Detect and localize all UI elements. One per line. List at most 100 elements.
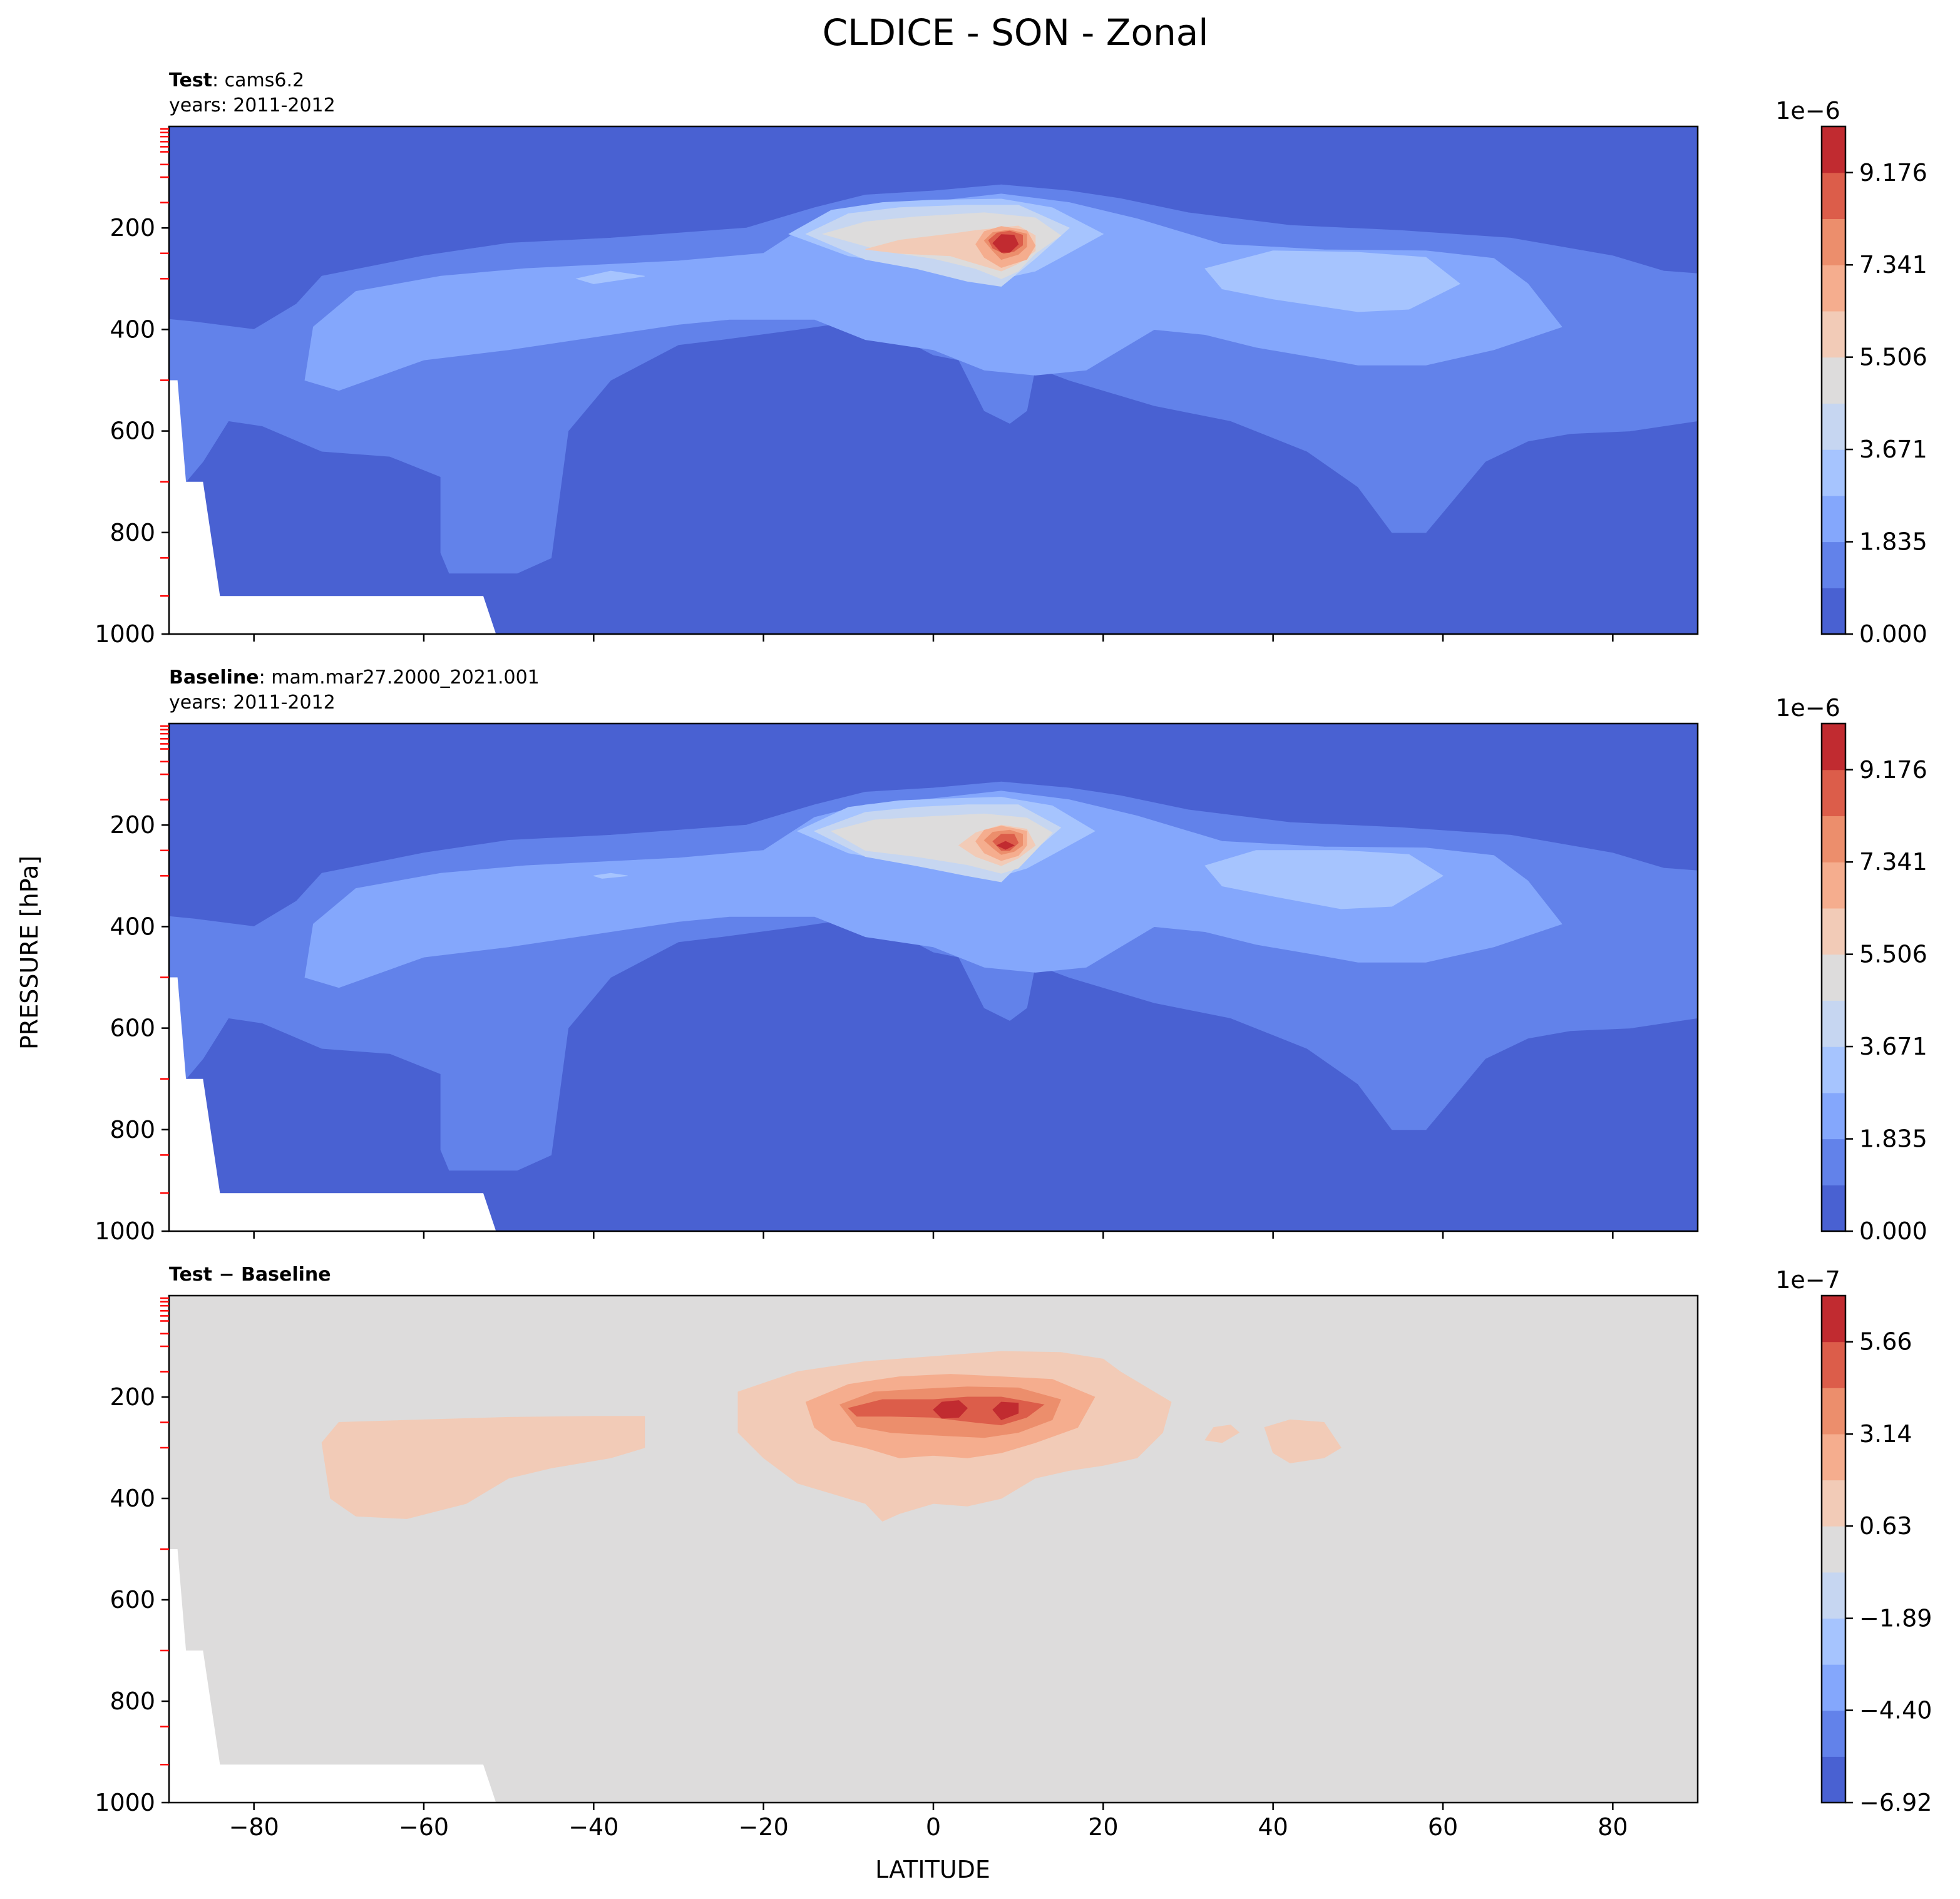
contour-band-level-10	[992, 1401, 1019, 1420]
y-tick-label: 400	[110, 913, 155, 940]
contour-band-level-10	[992, 234, 1019, 253]
colorbar-segment	[1822, 541, 1845, 588]
contour-band-level-3	[593, 873, 628, 879]
y-axis-label: PRESSURE [hPa]	[16, 856, 43, 1050]
colorbar: 0.000 1.835 3.671 5.506 7.341 9.176	[1820, 125, 1927, 648]
colorbar-segment	[1822, 954, 1845, 1001]
contour-plot: 200 400 600 800 1000	[95, 722, 1699, 1245]
colorbar-tick-label: 0.63	[1859, 1512, 1912, 1540]
colorbar-tick-label: −1.89	[1859, 1605, 1932, 1632]
panel-title-bold: Test	[169, 69, 212, 91]
colorbar-segment	[1822, 1756, 1845, 1803]
colorbar-tick-label: 0.000	[1859, 1217, 1927, 1245]
missing-data-mask	[169, 1549, 496, 1803]
y-tick-label: 600	[110, 417, 155, 445]
colorbar-segment	[1822, 172, 1845, 219]
y-tick-label: 800	[110, 519, 155, 546]
contour-band-level-6	[1204, 1425, 1240, 1443]
colorbar-segment	[1822, 908, 1845, 955]
contour-band-level-10	[996, 841, 1015, 850]
colorbar-segment	[1822, 1296, 1845, 1343]
colorbar-tick-label: −4.40	[1859, 1697, 1932, 1724]
x-tick-label: −20	[739, 1813, 789, 1841]
colorbar-segment	[1822, 1710, 1845, 1757]
y-tick-label: 1000	[95, 1217, 155, 1245]
figure-title: CLDICE - SON - Zonal	[823, 11, 1209, 54]
colorbar-segment	[1822, 495, 1845, 543]
panel-title: Baseline: mam.mar27.2000_2021.001	[169, 667, 540, 688]
colorbar-segment	[1822, 816, 1845, 862]
colorbar-tick-label: 3.671	[1859, 1033, 1927, 1060]
panel-title: Test: cams6.2	[169, 69, 304, 91]
colorbar-segment	[1822, 310, 1845, 358]
contour-band-level-6	[321, 1416, 645, 1519]
y-tick-label: 600	[110, 1015, 155, 1042]
colorbar-tick-label: 5.66	[1859, 1328, 1912, 1356]
panel-title-rest: : cams6.2	[212, 69, 304, 91]
colorbar-segment	[1822, 1047, 1845, 1093]
colorbar-frame	[1820, 125, 1847, 635]
colorbar-exponent: 1e−7	[1775, 1266, 1840, 1294]
colorbar-segment	[1822, 357, 1845, 404]
colorbar-exponent: 1e−6	[1775, 694, 1840, 722]
colorbar-segment	[1822, 218, 1845, 265]
colorbar-frame	[1820, 1294, 1847, 1804]
x-tick-label: 0	[926, 1813, 941, 1841]
colorbar-exponent: 1e−6	[1775, 97, 1840, 125]
y-tick-label: 1000	[95, 620, 155, 648]
colorbar-tick-label: 3.14	[1859, 1420, 1912, 1448]
colorbar-segment	[1822, 1433, 1845, 1481]
colorbar-tick-label: 9.176	[1859, 756, 1927, 784]
x-tick-label: 60	[1428, 1813, 1458, 1841]
colorbar: 0.000 1.835 3.671 5.506 7.341 9.176	[1820, 722, 1927, 1245]
colorbar-segment	[1822, 1526, 1845, 1573]
y-tick-label: 200	[110, 214, 155, 242]
colorbar-frame	[1820, 722, 1847, 1232]
missing-data-mask	[169, 977, 496, 1231]
y-tick-label: 600	[110, 1586, 155, 1614]
colorbar-tick-label: 1.835	[1859, 528, 1927, 556]
x-tick-label: −60	[399, 1813, 449, 1841]
contour-band-level-3	[575, 270, 645, 284]
colorbar-tick-label: 0.000	[1859, 620, 1927, 648]
colorbar-segment	[1822, 403, 1845, 450]
panel-title-bold: Test − Baseline	[169, 1264, 331, 1286]
panel-test: Test: cams6.2 years: 2011-2012 200 400 600…	[95, 69, 1927, 648]
x-axis-label: LATITUDE	[875, 1856, 990, 1883]
colorbar-segment	[1822, 862, 1845, 909]
colorbar-segment	[1822, 1092, 1845, 1140]
colorbar: −6.92 −4.40 −1.89 0.63 3.14 5.66	[1820, 1294, 1932, 1816]
panel-title-bold: Baseline	[169, 667, 259, 688]
colorbar-tick-label: 5.506	[1859, 941, 1927, 968]
y-tick-label: 200	[110, 811, 155, 839]
colorbar-segment	[1822, 1388, 1845, 1435]
contour-band-level-6	[1264, 1419, 1342, 1463]
x-tick-label: 40	[1258, 1813, 1288, 1841]
panel-baseline: Baseline: mam.mar27.2000_2021.001 years:…	[95, 667, 1927, 1245]
colorbar-tick-label: 9.176	[1859, 159, 1927, 187]
colorbar-segment	[1822, 1139, 1845, 1185]
colorbar-tick-label: 1.835	[1859, 1125, 1927, 1153]
x-tick-label: 80	[1598, 1813, 1628, 1841]
y-tick-label: 800	[110, 1116, 155, 1144]
panel-years: years: 2011-2012	[169, 95, 336, 116]
colorbar-segment	[1822, 265, 1845, 312]
colorbar-segment	[1822, 588, 1845, 635]
colorbar-tick-label: −6.92	[1859, 1789, 1932, 1816]
y-tick-label: 400	[110, 1485, 155, 1512]
x-tick-label: −40	[568, 1813, 618, 1841]
colorbar-segment	[1822, 1185, 1845, 1232]
contour-plot: 200 400 600 800 1000	[95, 125, 1699, 648]
contour-band-level-3	[1204, 850, 1444, 909]
colorbar-segment	[1822, 1618, 1845, 1665]
colorbar-tick-label: 3.671	[1859, 436, 1927, 463]
panel-title: Test − Baseline	[169, 1264, 331, 1286]
contour-band-level-3	[1204, 250, 1461, 312]
y-tick-label: 800	[110, 1687, 155, 1715]
colorbar-segment	[1822, 724, 1845, 770]
contour-band-level-2	[304, 791, 1562, 988]
colorbar-tick-label: 5.506	[1859, 344, 1927, 371]
colorbar-segment	[1822, 1572, 1845, 1619]
